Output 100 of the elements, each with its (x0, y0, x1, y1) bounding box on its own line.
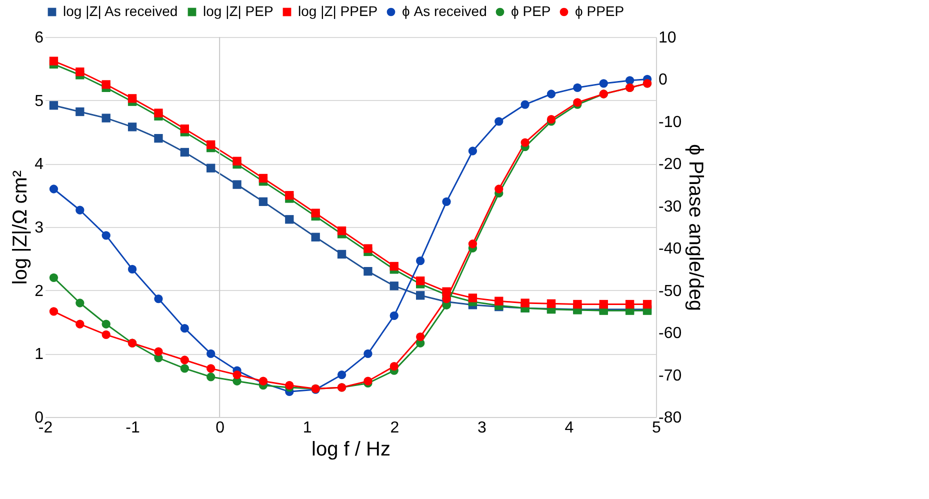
point (337, 226, 346, 236)
point (206, 349, 216, 358)
point (154, 108, 163, 118)
point (258, 197, 268, 206)
legend-label: ϕ PPEP (575, 3, 624, 19)
point (520, 138, 530, 147)
point (102, 80, 110, 89)
point (285, 191, 294, 200)
point (364, 244, 372, 253)
x-tick-label: 1 (302, 420, 312, 436)
point (232, 180, 242, 189)
point (573, 300, 582, 309)
legend-label: log |Z| PPEP (298, 3, 378, 19)
point (599, 300, 608, 309)
y2-tick-label: -10 (658, 114, 682, 131)
point (625, 76, 634, 85)
legend-label: ϕ As received (402, 3, 487, 19)
point (180, 124, 189, 134)
y2-tick-label: -60 (658, 325, 682, 342)
point (416, 332, 425, 342)
point (364, 267, 372, 276)
point (258, 376, 268, 386)
point (102, 320, 110, 328)
point (49, 101, 58, 110)
point (642, 300, 652, 309)
point (76, 107, 84, 116)
point (573, 83, 582, 92)
point (76, 68, 84, 76)
point (206, 164, 216, 172)
point (180, 148, 189, 157)
x-tick-label: 2 (390, 420, 400, 436)
point (468, 240, 478, 248)
point (546, 299, 556, 308)
point (49, 184, 58, 194)
point (390, 282, 398, 290)
point (206, 140, 216, 149)
point (102, 330, 110, 339)
y-tick-label: 5 (34, 92, 44, 110)
point (102, 114, 110, 122)
point (416, 276, 425, 286)
point (468, 294, 478, 302)
y2-tick-label: 10 (658, 30, 676, 46)
point (390, 311, 398, 320)
point (416, 291, 425, 300)
point (232, 370, 242, 380)
y-tick-label: 1 (34, 346, 44, 364)
point (442, 197, 451, 206)
y-tick-label: 3 (34, 220, 44, 236)
y-tick-label: 4 (34, 156, 44, 174)
point (49, 56, 58, 66)
point (154, 134, 163, 143)
point (180, 324, 189, 333)
point (128, 122, 137, 132)
x-tick-label: -1 (126, 420, 140, 436)
point (285, 215, 294, 224)
y-tick-label: 6 (34, 30, 44, 46)
point (180, 356, 189, 364)
point (154, 294, 163, 304)
x-tick-label: 4 (564, 420, 574, 436)
point (520, 100, 530, 109)
point (364, 349, 372, 358)
y2-tick-label: -50 (658, 282, 682, 300)
point (337, 370, 346, 380)
x-axis-title: log f / Hz (312, 438, 390, 460)
point (364, 376, 372, 386)
point (311, 208, 320, 218)
y2-tick-label: -30 (658, 198, 682, 216)
y-tick-label: 2 (34, 282, 44, 300)
point (520, 298, 530, 308)
legend-label: log |Z| As received (63, 3, 178, 19)
legend-label: log |Z| PEP (203, 3, 274, 19)
point (599, 79, 608, 88)
point (390, 262, 398, 271)
point (416, 256, 425, 266)
point (49, 307, 58, 316)
point (258, 174, 268, 183)
legend-label: ϕ PEP (511, 3, 551, 19)
point (206, 364, 216, 373)
point (180, 364, 189, 373)
y2-tick-label: -20 (658, 156, 682, 174)
point (128, 264, 137, 274)
point (76, 298, 84, 308)
y2-tick-label: -70 (658, 367, 682, 384)
x-tick-label: 3 (477, 420, 486, 436)
y2-axis-title: ϕ Phase angle/deg (684, 144, 707, 311)
point (154, 347, 163, 356)
x-tick-label: 0 (216, 420, 225, 436)
point (468, 146, 478, 156)
y2-tick-label: -80 (658, 410, 682, 426)
x-tick-label: 5 (652, 420, 662, 436)
y2-tick-label: 0 (658, 72, 668, 89)
point (337, 250, 346, 259)
y-axis-title: log |Z|/Ω cm² (10, 170, 32, 285)
point (206, 372, 216, 382)
point (232, 156, 242, 166)
point (311, 232, 320, 242)
point (49, 273, 58, 282)
point (390, 362, 398, 371)
point (494, 184, 504, 194)
point (494, 296, 504, 306)
